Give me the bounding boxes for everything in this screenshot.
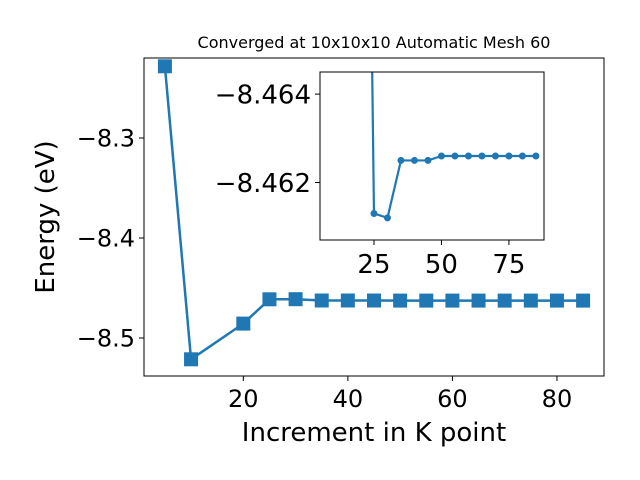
main-x-tick-label: 40 xyxy=(333,385,364,413)
main-series-line xyxy=(163,66,584,361)
main-data-point xyxy=(445,293,460,308)
inset-data-point xyxy=(437,152,445,160)
main-series-markers xyxy=(157,59,591,367)
inset-data-point xyxy=(518,152,526,160)
main-x-ticks: 20 40 60 80 xyxy=(228,376,572,413)
inset-x-tick-label: 50 xyxy=(425,250,458,280)
inset-data-point xyxy=(505,152,513,160)
inset-axes-frame xyxy=(319,71,545,241)
x-axis-label: Increment in K point xyxy=(242,418,506,448)
inset-x-tick-label: 75 xyxy=(492,250,525,280)
chart-title: Converged at 10x10x10 Automatic Mesh 60 xyxy=(198,33,551,52)
inset-data-point xyxy=(532,152,540,160)
main-data-point xyxy=(549,293,564,308)
inset-series-markers xyxy=(370,152,540,222)
main-y-ticks: −8.3 −8.4 −8.5 xyxy=(77,125,144,353)
main-x-tick-label: 20 xyxy=(228,385,259,413)
inset-x-tick-label: 25 xyxy=(357,250,390,280)
main-data-point xyxy=(184,352,199,367)
main-x-tick-label: 80 xyxy=(542,385,573,413)
main-y-tick-label: −8.5 xyxy=(77,325,135,353)
inset-chart: 25 50 75 −8.464 −8.462 xyxy=(215,71,545,280)
inset-data-point xyxy=(383,214,391,222)
main-x-tick-label: 60 xyxy=(437,385,468,413)
inset-y-tick-label: −8.462 xyxy=(215,169,311,199)
main-y-tick-label: −8.4 xyxy=(77,225,135,253)
main-data-point xyxy=(576,293,591,308)
inset-data-point xyxy=(478,152,486,160)
inset-data-point xyxy=(424,156,432,164)
main-data-point xyxy=(393,293,408,308)
main-data-point xyxy=(497,293,512,308)
inset-data-point xyxy=(491,152,499,160)
y-axis-label: Energy (eV) xyxy=(31,140,61,293)
inset-data-point xyxy=(451,152,459,160)
inset-y-tick-label: −8.464 xyxy=(215,80,311,110)
inset-data-point xyxy=(410,156,418,164)
main-data-point xyxy=(236,316,251,331)
main-data-point xyxy=(340,293,355,308)
inset-data-point xyxy=(397,156,405,164)
main-data-point xyxy=(314,293,329,308)
inset-x-ticks: 25 50 75 xyxy=(357,240,525,280)
main-y-tick-label: −8.3 xyxy=(77,125,135,153)
main-data-point xyxy=(367,293,381,308)
main-data-point xyxy=(471,293,486,308)
main-data-point xyxy=(157,59,172,74)
main-data-point xyxy=(262,292,277,307)
main-data-point xyxy=(419,293,434,308)
main-data-point xyxy=(523,293,538,308)
inset-y-ticks: −8.464 −8.462 xyxy=(215,80,320,199)
main-data-point xyxy=(288,292,303,307)
inset-data-point xyxy=(370,209,378,217)
main-series-lines xyxy=(163,66,584,361)
inset-data-point xyxy=(464,152,472,160)
main-axes-frame xyxy=(143,57,605,377)
